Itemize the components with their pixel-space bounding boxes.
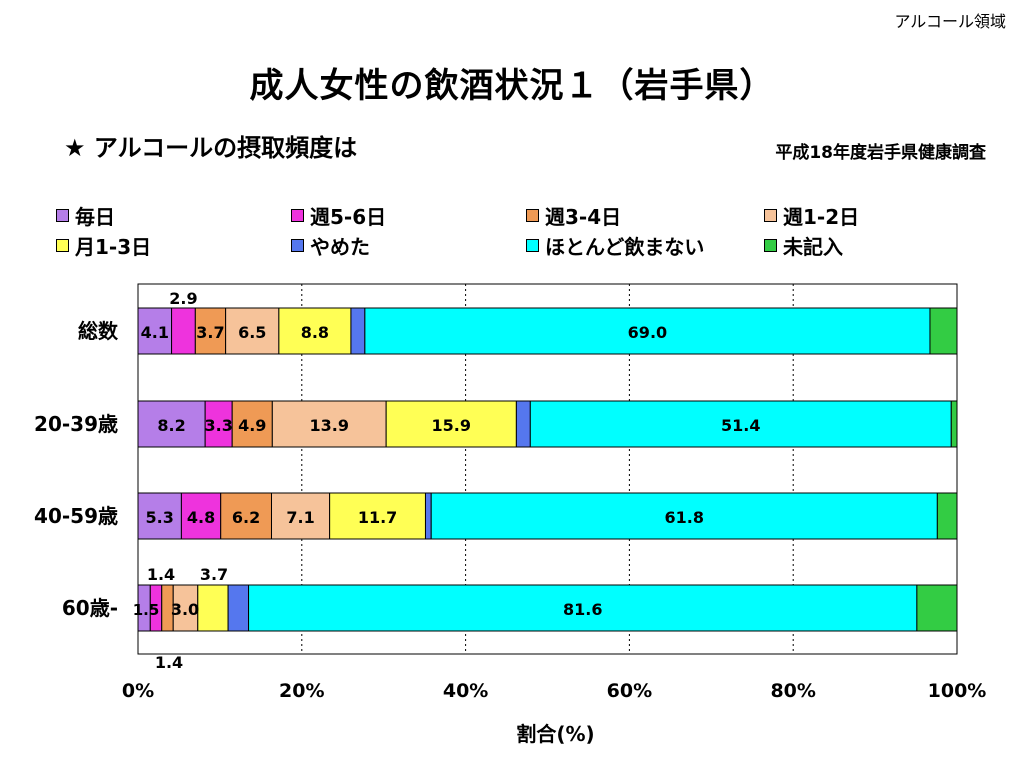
data-label: 15.9 <box>432 416 471 435</box>
bar-segment <box>515 400 531 448</box>
data-label-outside: 2.9 <box>169 289 197 308</box>
legend-swatch <box>764 209 777 222</box>
bar-segment <box>916 584 958 632</box>
page-title: 成人女性の飲酒状況１（岩手県） <box>249 66 775 106</box>
bar-segment <box>225 307 280 355</box>
bar-segment <box>137 400 206 448</box>
legend-label: 週3-4日 <box>545 205 622 229</box>
data-label-outside: 1.4 <box>147 565 175 584</box>
legend-item: 週5-6日 <box>291 201 386 230</box>
bar-segment <box>137 492 182 540</box>
data-label: 7.1 <box>286 508 314 527</box>
data-label: 3.3 <box>204 416 232 435</box>
bar-segment <box>929 307 958 355</box>
data-label: 51.4 <box>721 416 760 435</box>
bar-segment <box>329 492 426 540</box>
data-label: 8.2 <box>157 416 185 435</box>
source-note: 平成18年度岩手県健康調査 <box>775 143 986 163</box>
bar-segment <box>385 400 517 448</box>
data-label: 69.0 <box>628 323 667 342</box>
bar-segment <box>180 492 222 540</box>
x-tick-label: 60% <box>607 680 652 702</box>
data-label: 3.0 <box>171 600 199 619</box>
category-label: 20-39歳 <box>34 412 118 436</box>
bar-segment <box>424 492 432 540</box>
legend-item: 週1-2日 <box>764 201 859 230</box>
data-label: 4.9 <box>238 416 266 435</box>
legend-swatch <box>526 209 539 222</box>
legend-swatch <box>56 209 69 222</box>
data-label: 11.7 <box>358 508 397 527</box>
legend-item: ほとんど飲まない <box>526 231 704 260</box>
subtitle: ★ アルコールの摂取頻度は <box>64 134 358 162</box>
bar-segment <box>197 584 229 632</box>
data-label: 5.3 <box>146 508 174 527</box>
bar-segment <box>529 400 952 448</box>
x-tick-label: 20% <box>279 680 324 702</box>
bar-segment <box>220 492 272 540</box>
bar-segment <box>171 307 196 355</box>
bar-segment <box>227 584 250 632</box>
legend-label: 月1-3日 <box>75 235 152 259</box>
legend-swatch <box>291 239 304 252</box>
data-label-outside: 3.7 <box>200 565 228 584</box>
bar-segment <box>137 307 173 355</box>
data-label: 13.9 <box>309 416 348 435</box>
data-label: 61.8 <box>665 508 704 527</box>
category-label: 総数 <box>78 319 119 343</box>
data-label: 81.6 <box>563 600 602 619</box>
data-label: 4.1 <box>141 323 169 342</box>
data-label: 1.5 <box>133 601 160 619</box>
bar-segment <box>278 307 352 355</box>
x-axis-label: 割合(%) <box>516 722 594 746</box>
bar-segment <box>271 400 387 448</box>
bar-segment <box>204 400 233 448</box>
bar-segment <box>350 307 366 355</box>
legend-label: 週5-6日 <box>310 205 387 229</box>
legend-swatch <box>764 239 777 252</box>
x-tick-label: 100% <box>928 680 987 702</box>
corner-label: アルコール領域 <box>894 12 1006 31</box>
data-label: 6.5 <box>238 323 266 342</box>
bar-segment <box>270 492 331 540</box>
category-label: 60歳- <box>62 596 118 620</box>
x-tick-label: 40% <box>443 680 488 702</box>
legend-item: 月1-3日 <box>56 231 151 260</box>
bar-segment <box>248 584 918 632</box>
x-tick-label: 0% <box>122 680 154 702</box>
bar-segment <box>364 307 931 355</box>
category-label: 40-59歳 <box>34 504 118 528</box>
legend-swatch <box>56 239 69 252</box>
legend-swatch <box>526 239 539 252</box>
legend-label: やめた <box>310 235 370 259</box>
legend-label: 週1-2日 <box>783 205 860 229</box>
data-label: 6.2 <box>232 508 260 527</box>
data-label: 8.8 <box>301 323 329 342</box>
bar-segment <box>194 307 227 355</box>
legend-item: 毎日 <box>56 201 115 230</box>
legend-label: ほとんど飲まない <box>545 235 705 259</box>
legend-label: 毎日 <box>75 205 115 229</box>
legend-item: やめた <box>291 231 370 260</box>
bar-segment <box>430 492 938 540</box>
x-tick-label: 80% <box>770 680 815 702</box>
data-label: 3.7 <box>196 323 224 342</box>
data-label-outside: 1.4 <box>155 653 183 672</box>
legend-swatch <box>291 209 304 222</box>
legend-label: 未記入 <box>783 235 843 259</box>
bar-segment <box>950 400 958 448</box>
bar-segment <box>936 492 958 540</box>
legend-item: 週3-4日 <box>526 201 621 230</box>
legend-item: 未記入 <box>764 231 843 260</box>
data-label: 4.8 <box>187 508 215 527</box>
